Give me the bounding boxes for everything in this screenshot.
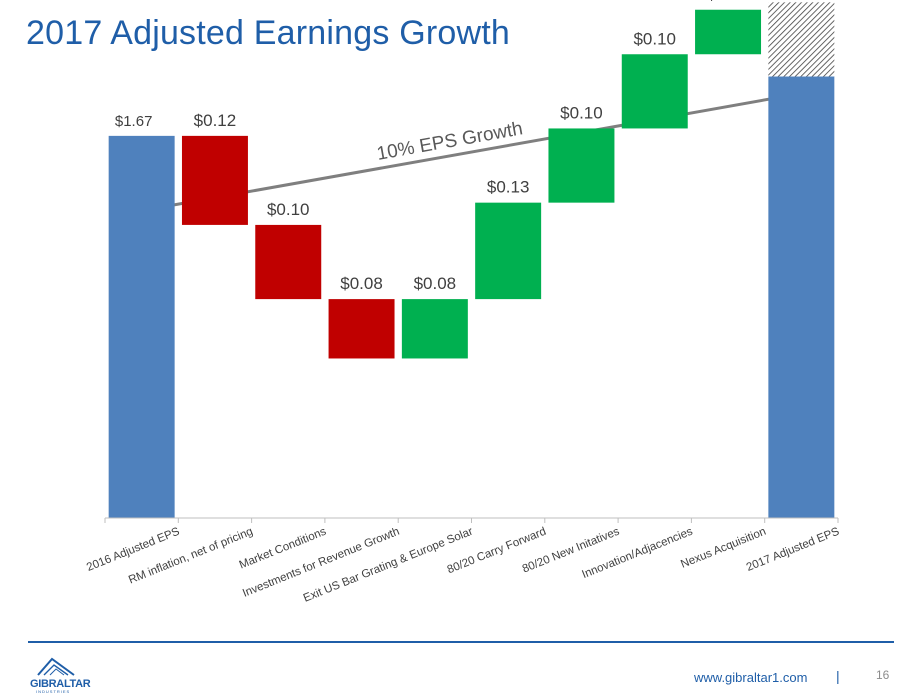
bar-increase <box>401 299 468 359</box>
data-label: $0.08 <box>414 274 457 293</box>
footer-url[interactable]: www.gibraltar1.com <box>694 670 808 685</box>
data-label: $0.06 <box>707 0 750 4</box>
data-label: $0.13 <box>487 178 530 197</box>
data-label: $0.10 <box>267 200 310 219</box>
bar-total <box>768 76 835 518</box>
bar-decrease <box>255 224 322 300</box>
bar-increase <box>695 9 762 55</box>
gibraltar-logo: GIBRALTAR INDUSTRIES <box>30 655 91 695</box>
mountain-icon <box>37 657 75 676</box>
bar-increase <box>475 202 542 300</box>
logo-text: GIBRALTAR <box>30 678 91 690</box>
bar-increase <box>548 128 615 203</box>
page-title: 2017 Adjusted Earnings Growth <box>26 14 510 52</box>
category-label: RM inflation, net of pricing <box>127 526 255 587</box>
bar-decrease <box>181 135 248 225</box>
data-label: $1.67 <box>115 113 153 130</box>
data-label: $0.08 <box>340 274 383 293</box>
data-label: $0.10 <box>633 29 676 48</box>
footer-separator: | <box>836 668 840 684</box>
data-label: $0.10 <box>560 103 603 122</box>
data-label: $0.12 <box>194 111 237 130</box>
bar-total <box>108 135 175 518</box>
footer-divider <box>28 641 894 643</box>
page-number: 16 <box>876 668 890 682</box>
growth-label: 10% EPS Growth <box>375 118 524 165</box>
logo-subtext: INDUSTRIES <box>36 689 71 694</box>
bar-range-hatch <box>768 2 835 77</box>
bar-increase <box>621 54 688 129</box>
bar-decrease <box>328 299 395 359</box>
